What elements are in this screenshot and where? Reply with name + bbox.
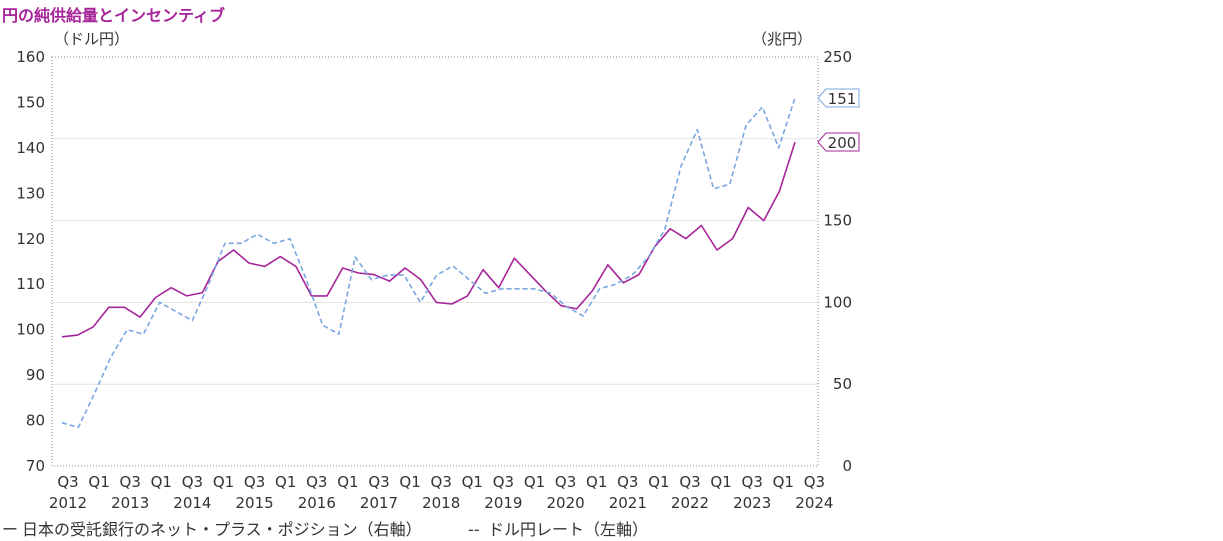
x-tick-quarter: Q3 [493,473,514,491]
plot-frame [51,56,819,467]
x-tick-year: 2017 [360,494,398,512]
x-tick-year: 2018 [422,494,460,512]
x-tick-quarter: Q1 [399,473,420,491]
x-tick-quarter: Q3 [679,473,700,491]
x-tick-quarter: Q3 [57,473,78,491]
x-tick-year: 2020 [547,494,585,512]
legend: ー 日本の受託銀行のネット・プラス・ポジション（右軸） -- ドル円レート（左軸… [2,520,648,539]
legend-marker-dashed: -- [468,520,480,539]
right-tick-label: 150 [823,212,852,230]
x-tick-year: 2019 [484,494,522,512]
end-label-usdjpy-text: 151 [828,90,857,108]
right-tick-label: 0 [842,457,852,475]
x-tick-year: 2012 [49,494,87,512]
x-tick-year: 2016 [298,494,336,512]
x-tick-quarter: Q3 [244,473,265,491]
end-labels: 200 151 [817,88,860,152]
right-tick-label: 250 [823,48,852,66]
x-tick-quarter: Q1 [337,473,358,491]
end-label-position-box [817,132,860,152]
x-tick-year: 2014 [173,494,211,512]
x-tick-quarter: Q1 [275,473,296,491]
x-tick-year: 2024 [795,494,833,512]
end-label-usdjpy: 151 [817,88,860,108]
x-tick-quarter: Q1 [151,473,172,491]
right-tick-label: 50 [833,375,852,393]
x-tick-quarter: Q3 [431,473,452,491]
plot-border [51,56,819,467]
x-tick-year: 2021 [609,494,647,512]
end-label-usdjpy-box [817,88,860,108]
x-tick-year: 2015 [236,494,274,512]
series-layer [61,97,796,429]
left-axis-unit: （ドル円） [54,30,129,48]
end-label-position: 200 [817,132,860,152]
left-tick-label: 110 [16,275,45,293]
right-tick-label: 100 [823,293,852,311]
x-tick-quarter: Q3 [555,473,576,491]
x-tick-quarter: Q1 [773,473,794,491]
x-tick-quarter: Q3 [182,473,203,491]
x-tick-quarter: Q3 [368,473,389,491]
left-tick-label: 140 [16,139,45,157]
left-tick-label: 130 [16,184,45,202]
left-tick-label: 160 [16,48,45,66]
left-tick-label: 150 [16,93,45,111]
end-label-position-text: 200 [828,134,857,152]
right-axis-unit: （兆円） [752,30,812,48]
left-axis-ticks: 70 80 90 100 110 120 130 140 150 160 [16,48,45,475]
x-tick-quarter: Q1 [710,473,731,491]
legend-marker-solid: ー [2,520,18,539]
x-tick-quarter: Q1 [88,473,109,491]
x-axis-ticks: Q3 Q1 Q3 Q1 Q3 Q1 Q3 Q1 Q3 Q1 Q3 Q1 Q3 Q1 Q3 Q1 Q3 Q1 Q3 Q1… [49,473,834,512]
left-tick-label: 80 [26,412,45,430]
x-tick-quarter: Q1 [462,473,483,491]
x-tick-year: 2022 [671,494,709,512]
chart-title: 円の純供給量とインセンティブ [2,6,225,25]
series-line-1 [61,97,796,429]
left-tick-label: 70 [26,457,45,475]
x-tick-quarter: Q3 [804,473,825,491]
legend-label-usdjpy: ドル円レート（左軸） [488,520,648,539]
x-tick-year: 2013 [111,494,149,512]
x-tick-quarter: Q1 [524,473,545,491]
left-tick-label: 100 [16,321,45,339]
x-tick-quarter: Q1 [586,473,607,491]
x-tick-quarter: Q3 [306,473,327,491]
x-tick-quarter: Q1 [213,473,234,491]
x-tick-quarter: Q1 [648,473,669,491]
right-axis-ticks: 050100150200250 [823,48,852,475]
legend-label-position: 日本の受託銀行のネット・プラス・ポジション（右軸） [22,520,422,539]
left-tick-label: 90 [26,366,45,384]
x-tick-quarter: Q3 [617,473,638,491]
series-line-0 [61,141,796,338]
x-tick-year: 2023 [733,494,771,512]
x-tick-quarter: Q3 [742,473,763,491]
gridlines [52,138,818,385]
x-tick-quarter: Q3 [120,473,141,491]
left-tick-label: 120 [16,230,45,248]
